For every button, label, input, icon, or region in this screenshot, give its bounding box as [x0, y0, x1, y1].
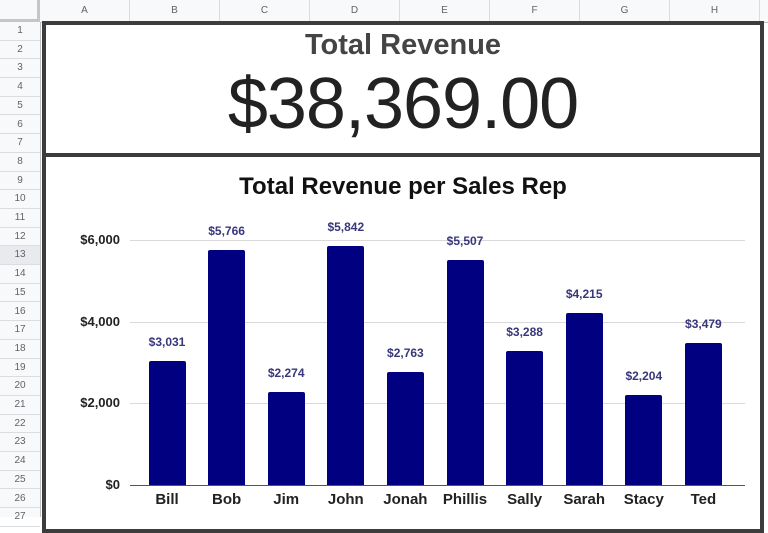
y-axis-tick-label: $4,000 [80, 313, 120, 329]
bar-jim[interactable] [267, 392, 305, 485]
bar-data-label: $2,204 [625, 369, 663, 383]
row-header[interactable]: 8 [0, 153, 40, 172]
x-axis-category-label: Stacy [623, 491, 664, 508]
row-header[interactable]: 27 [0, 508, 40, 527]
y-axis-tick-label: $2,000 [80, 395, 120, 411]
row-header[interactable]: 15 [0, 284, 40, 303]
bar-phillis[interactable] [446, 260, 484, 485]
bar-data-label: $2,763 [387, 346, 424, 361]
bar-data-label: $4,215 [565, 286, 603, 301]
x-axis-category-label: Bill [155, 491, 179, 508]
kpi-value: $38,369.00 [227, 64, 579, 144]
column-header-c[interactable]: C [220, 0, 310, 22]
row-header[interactable]: 7 [0, 134, 40, 153]
row-header[interactable]: 20 [0, 377, 40, 396]
row-header[interactable]: 9 [0, 172, 40, 191]
chart-title: Total Revenue per Sales Rep [239, 173, 567, 200]
column-header-b[interactable]: B [130, 0, 220, 22]
bar-data-label: $5,842 [327, 220, 365, 235]
gridline [130, 321, 745, 323]
bar-data-label: $2,274 [267, 366, 305, 381]
row-header[interactable]: 17 [0, 321, 40, 340]
bar-stacy[interactable] [625, 395, 663, 485]
row-header[interactable]: 1 [0, 22, 40, 41]
x-axis-category-label: Sally [507, 491, 543, 508]
row-header[interactable]: 5 [0, 97, 40, 116]
row-header[interactable]: 22 [0, 415, 40, 434]
y-axis-tick-label: $0 [105, 477, 120, 492]
column-header-a[interactable]: A [40, 0, 130, 22]
x-axis-line [130, 485, 745, 486]
kpi-title: Total Revenue [304, 29, 502, 61]
bar-data-label: $3,288 [506, 324, 543, 339]
row-header[interactable]: 24 [0, 452, 40, 471]
column-header-d[interactable]: D [310, 0, 400, 22]
row-header-bar: 1 2 3 4 5 6 7 8 9 10 11 12 13 14 15 16 1… [0, 22, 41, 527]
row-header[interactable]: 2 [0, 41, 40, 60]
gridline [130, 240, 745, 241]
kpi-scorecard[interactable]: Total Revenue $38,369.00 [42, 21, 764, 158]
row-header[interactable]: 25 [0, 471, 40, 490]
column-header-h[interactable]: H [670, 0, 760, 22]
column-header-e[interactable]: E [400, 0, 490, 22]
row-header[interactable]: 3 [0, 59, 40, 79]
row-header[interactable]: 18 [0, 340, 40, 359]
row-header[interactable]: 26 [0, 490, 40, 509]
row-header[interactable]: 12 [0, 228, 40, 247]
gridline [130, 403, 745, 405]
x-axis-category-label: John [327, 491, 364, 508]
bar-john[interactable] [327, 246, 365, 485]
bar-bob[interactable] [208, 249, 246, 485]
x-axis-category-label: Jim [273, 491, 300, 508]
row-header[interactable]: 4 [0, 78, 40, 97]
column-header-g[interactable]: G [580, 0, 670, 22]
row-header[interactable]: 19 [0, 359, 40, 378]
bar-data-label: $3,031 [148, 335, 186, 350]
bar-sarah[interactable] [565, 312, 603, 485]
row-header[interactable]: 21 [0, 396, 40, 415]
x-axis-category-label: Bob [212, 491, 242, 508]
x-axis-category-label: Ted [690, 491, 717, 508]
column-header-f[interactable]: F [490, 0, 580, 22]
y-axis-tick-label: $6,000 [80, 232, 120, 247]
row-header[interactable]: 23 [0, 433, 40, 453]
bar-jonah[interactable] [386, 372, 424, 485]
bar-ted[interactable] [684, 342, 722, 485]
column-header-bar: A B C D E F G H [0, 0, 768, 23]
x-axis-category-label: Phillis [442, 491, 488, 508]
bar-data-label: $5,507 [446, 234, 484, 249]
select-all-corner[interactable] [0, 0, 40, 22]
bar-bill[interactable] [148, 361, 186, 485]
row-header[interactable]: 11 [0, 209, 40, 228]
bar-data-label: $3,479 [685, 316, 722, 331]
bar-data-label: $5,766 [208, 223, 245, 238]
row-header[interactable]: 16 [0, 303, 40, 322]
row-header[interactable]: 10 [0, 190, 40, 209]
x-axis-category-label: Jonah [383, 491, 428, 508]
bar-sally[interactable] [506, 350, 544, 485]
row-header[interactable]: 14 [0, 265, 40, 284]
x-axis-category-label: Sarah [563, 491, 606, 508]
row-header[interactable]: 6 [0, 116, 40, 135]
row-header-selected[interactable]: 13 [0, 246, 40, 266]
